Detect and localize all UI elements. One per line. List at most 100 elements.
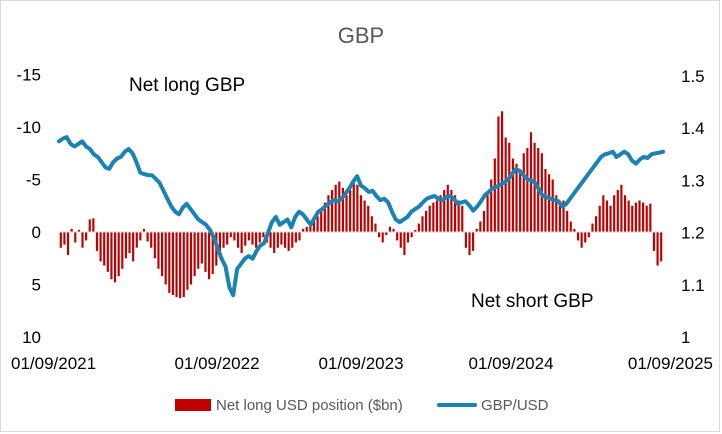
left-tick-label: -10 <box>16 118 41 137</box>
bar <box>164 232 167 285</box>
bar <box>656 232 659 266</box>
left-tick-label: 0 <box>32 223 41 242</box>
bar <box>421 216 424 232</box>
bar <box>511 158 514 232</box>
bar <box>435 200 439 232</box>
bar <box>472 232 475 251</box>
bar <box>403 232 406 256</box>
bar <box>229 232 232 238</box>
bar <box>124 232 127 259</box>
legend: Net long USD position ($bn) GBP/USD <box>175 397 549 414</box>
bar <box>504 137 507 232</box>
x-tick-label: 01/09/2023 <box>318 354 403 373</box>
bar <box>150 232 153 248</box>
bar <box>576 232 580 241</box>
bar <box>392 228 395 232</box>
bar <box>157 232 160 269</box>
bar <box>649 203 652 232</box>
bar <box>388 226 392 232</box>
bar <box>468 232 471 256</box>
bar <box>309 223 312 232</box>
bar <box>179 232 182 299</box>
bar <box>74 232 77 243</box>
bar <box>66 232 70 256</box>
bar <box>160 232 164 277</box>
bar <box>616 190 619 232</box>
bar <box>562 200 565 232</box>
bar <box>558 205 562 232</box>
bar <box>500 111 504 232</box>
bar <box>399 232 402 248</box>
right-tick-label: 1.1 <box>681 276 705 295</box>
bar <box>208 232 211 280</box>
bar <box>645 205 648 232</box>
bar <box>128 232 131 253</box>
legend-bar-swatch <box>175 399 211 411</box>
bar <box>522 153 525 232</box>
bar <box>533 142 536 232</box>
bar <box>204 232 207 272</box>
bar <box>595 216 598 232</box>
bar <box>453 195 457 232</box>
bar <box>117 232 120 277</box>
bar <box>287 232 290 251</box>
bar <box>374 223 377 232</box>
bar <box>446 184 449 232</box>
bar <box>291 232 294 248</box>
bar <box>77 229 80 232</box>
bar <box>81 232 84 248</box>
bar <box>519 169 522 232</box>
bar <box>139 232 142 241</box>
bar <box>247 232 250 241</box>
left-tick-label: 10 <box>22 328 41 347</box>
bar <box>359 195 363 232</box>
right-axis: 1.5 1.4 1.3 1.2 1.1 1 <box>681 67 705 347</box>
x-tick-label: 01/09/2025 <box>628 354 713 373</box>
bar <box>305 226 308 232</box>
right-tick-label: 1.2 <box>681 224 705 243</box>
bar <box>363 200 366 232</box>
bar <box>171 232 175 295</box>
bar <box>283 232 287 248</box>
bar <box>269 232 272 248</box>
bar <box>132 232 135 262</box>
bar <box>349 190 352 232</box>
bar <box>443 190 446 232</box>
bar <box>211 232 214 274</box>
annotation-net-short-gbp: Net short GBP <box>471 291 594 312</box>
bar <box>638 200 641 232</box>
chart-title: GBP <box>338 23 384 48</box>
bar <box>244 232 247 246</box>
bar <box>356 184 359 232</box>
bar <box>613 195 616 232</box>
right-tick-label: 1 <box>681 328 690 347</box>
bar <box>566 211 569 232</box>
bar <box>106 232 109 272</box>
bar <box>555 195 558 232</box>
bar <box>103 232 106 266</box>
bar <box>497 116 500 232</box>
right-tick-label: 1.4 <box>681 119 705 138</box>
bar <box>135 232 138 248</box>
bar <box>652 232 656 251</box>
left-tick-label: 5 <box>32 276 41 295</box>
bar <box>121 232 124 269</box>
right-tick-label: 1.3 <box>681 171 705 190</box>
bar <box>547 174 551 232</box>
bar <box>226 232 229 245</box>
bar <box>323 202 326 232</box>
bar <box>406 232 410 243</box>
bar <box>88 219 91 232</box>
bar <box>312 219 316 232</box>
bar <box>70 228 73 232</box>
x-tick-label: 01/09/2022 <box>174 354 259 373</box>
bar <box>634 202 637 232</box>
bar <box>273 232 276 253</box>
x-tick-label: 01/09/2021 <box>11 354 96 373</box>
bar-series <box>59 111 663 299</box>
bar <box>623 195 627 232</box>
bar <box>352 181 355 232</box>
bar <box>298 232 301 241</box>
bar <box>461 205 464 232</box>
bar <box>602 195 605 232</box>
